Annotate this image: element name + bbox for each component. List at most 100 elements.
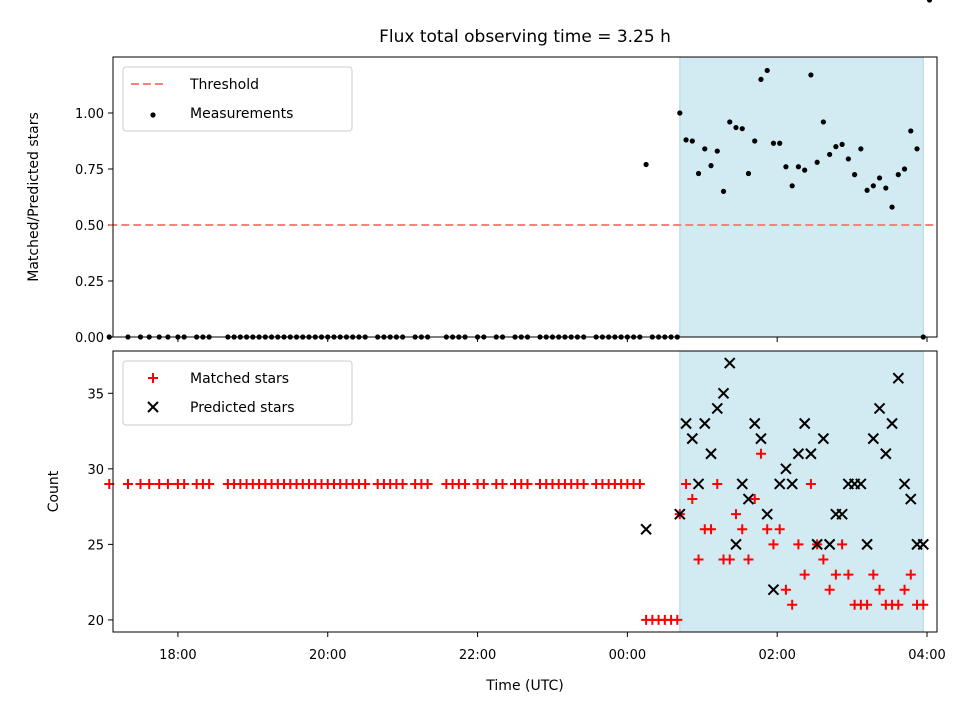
x-tick-label: 20:00 bbox=[309, 648, 346, 663]
data-point bbox=[868, 569, 879, 580]
legend-marker bbox=[147, 401, 159, 413]
data-point bbox=[422, 478, 433, 489]
data-point bbox=[749, 494, 760, 505]
data-point bbox=[799, 569, 810, 580]
data-point bbox=[695, 170, 702, 177]
y-tick-label: 0.50 bbox=[75, 219, 104, 234]
data-point bbox=[786, 478, 798, 490]
data-point bbox=[767, 583, 780, 596]
data-point bbox=[752, 138, 758, 144]
axes-frame-2 bbox=[112, 350, 938, 633]
data-point bbox=[737, 524, 748, 535]
data-point bbox=[852, 172, 858, 178]
data-point bbox=[179, 478, 190, 489]
data-point bbox=[692, 478, 705, 490]
legend-label: Threshold bbox=[189, 77, 259, 93]
data-point bbox=[817, 432, 830, 445]
data-point bbox=[905, 493, 917, 505]
data-point bbox=[758, 76, 764, 82]
data-point bbox=[773, 478, 786, 490]
data-point bbox=[837, 539, 848, 550]
data-point bbox=[762, 524, 773, 535]
data-point bbox=[755, 432, 767, 445]
data-point bbox=[640, 523, 652, 535]
data-point bbox=[820, 119, 826, 125]
data-point bbox=[892, 372, 905, 384]
x-tick-label: 02:00 bbox=[758, 648, 795, 663]
legend-marker bbox=[148, 373, 158, 383]
data-point bbox=[578, 478, 589, 489]
data-point bbox=[106, 334, 112, 340]
data-point bbox=[686, 432, 699, 445]
data-point bbox=[674, 508, 686, 520]
data-point bbox=[761, 508, 773, 520]
data-point bbox=[724, 357, 736, 369]
data-point bbox=[717, 387, 730, 400]
data-point bbox=[743, 554, 754, 565]
data-point bbox=[893, 599, 904, 610]
data-point bbox=[522, 478, 533, 489]
data-point bbox=[497, 478, 508, 489]
data-point bbox=[162, 478, 173, 489]
data-point bbox=[672, 614, 683, 625]
data-point bbox=[827, 151, 833, 158]
data-point bbox=[736, 478, 748, 490]
data-point bbox=[764, 67, 770, 74]
data-point bbox=[908, 128, 914, 134]
series-matched-stars bbox=[104, 449, 929, 625]
data-point bbox=[889, 204, 895, 210]
data-point bbox=[873, 402, 886, 415]
observing-window-span-2 bbox=[679, 351, 924, 632]
data-point bbox=[739, 126, 745, 132]
legend-label: Measurements bbox=[190, 106, 293, 122]
data-point bbox=[836, 508, 848, 520]
y-tick-label: 0.00 bbox=[75, 331, 104, 346]
data-point bbox=[843, 569, 854, 580]
data-point bbox=[699, 417, 711, 430]
data-point bbox=[730, 509, 741, 520]
data-point bbox=[204, 478, 215, 489]
legend-box bbox=[122, 360, 353, 426]
data-point bbox=[830, 569, 841, 580]
data-point bbox=[858, 146, 864, 152]
data-point bbox=[926, 0, 933, 3]
y-axis-title: Count bbox=[46, 470, 62, 512]
x-tick-label: 22:00 bbox=[459, 648, 496, 663]
y-tick-label: 1.00 bbox=[75, 107, 104, 122]
x-tick-label: 00:00 bbox=[609, 648, 646, 663]
data-point bbox=[135, 478, 146, 489]
observing-window-span-1 bbox=[679, 57, 924, 337]
data-point bbox=[805, 478, 816, 489]
x-tick-label: 04:00 bbox=[908, 648, 945, 663]
series-predicted-stars bbox=[640, 357, 929, 596]
data-point bbox=[870, 183, 876, 189]
data-point bbox=[808, 72, 814, 78]
axes-frame-1 bbox=[112, 56, 938, 338]
data-point bbox=[914, 146, 920, 152]
data-point bbox=[855, 478, 867, 490]
legend-label: Matched stars bbox=[190, 371, 289, 387]
legend-label: Predicted stars bbox=[190, 400, 295, 416]
data-point bbox=[730, 538, 742, 551]
x-tick-label: 18:00 bbox=[159, 648, 196, 663]
data-point bbox=[833, 144, 839, 150]
data-point bbox=[777, 140, 783, 146]
legend-marker bbox=[150, 112, 156, 118]
data-point bbox=[770, 140, 777, 146]
data-point bbox=[839, 141, 845, 147]
data-point bbox=[360, 478, 371, 489]
data-point bbox=[711, 402, 723, 415]
data-point bbox=[918, 599, 929, 610]
data-point bbox=[689, 138, 695, 144]
x-axis-title: Time (UTC) bbox=[485, 678, 563, 694]
y-tick-label: 0.75 bbox=[75, 163, 104, 178]
legend-box bbox=[122, 66, 353, 132]
data-point bbox=[478, 478, 489, 489]
data-point bbox=[899, 584, 910, 595]
data-point bbox=[798, 417, 811, 430]
data-point bbox=[789, 183, 795, 189]
data-point bbox=[727, 119, 733, 125]
data-point bbox=[680, 417, 692, 430]
tick-labels: 0.00 0.25 0.50 0.75 1.00 Matched/Predicted st… bbox=[26, 107, 946, 663]
